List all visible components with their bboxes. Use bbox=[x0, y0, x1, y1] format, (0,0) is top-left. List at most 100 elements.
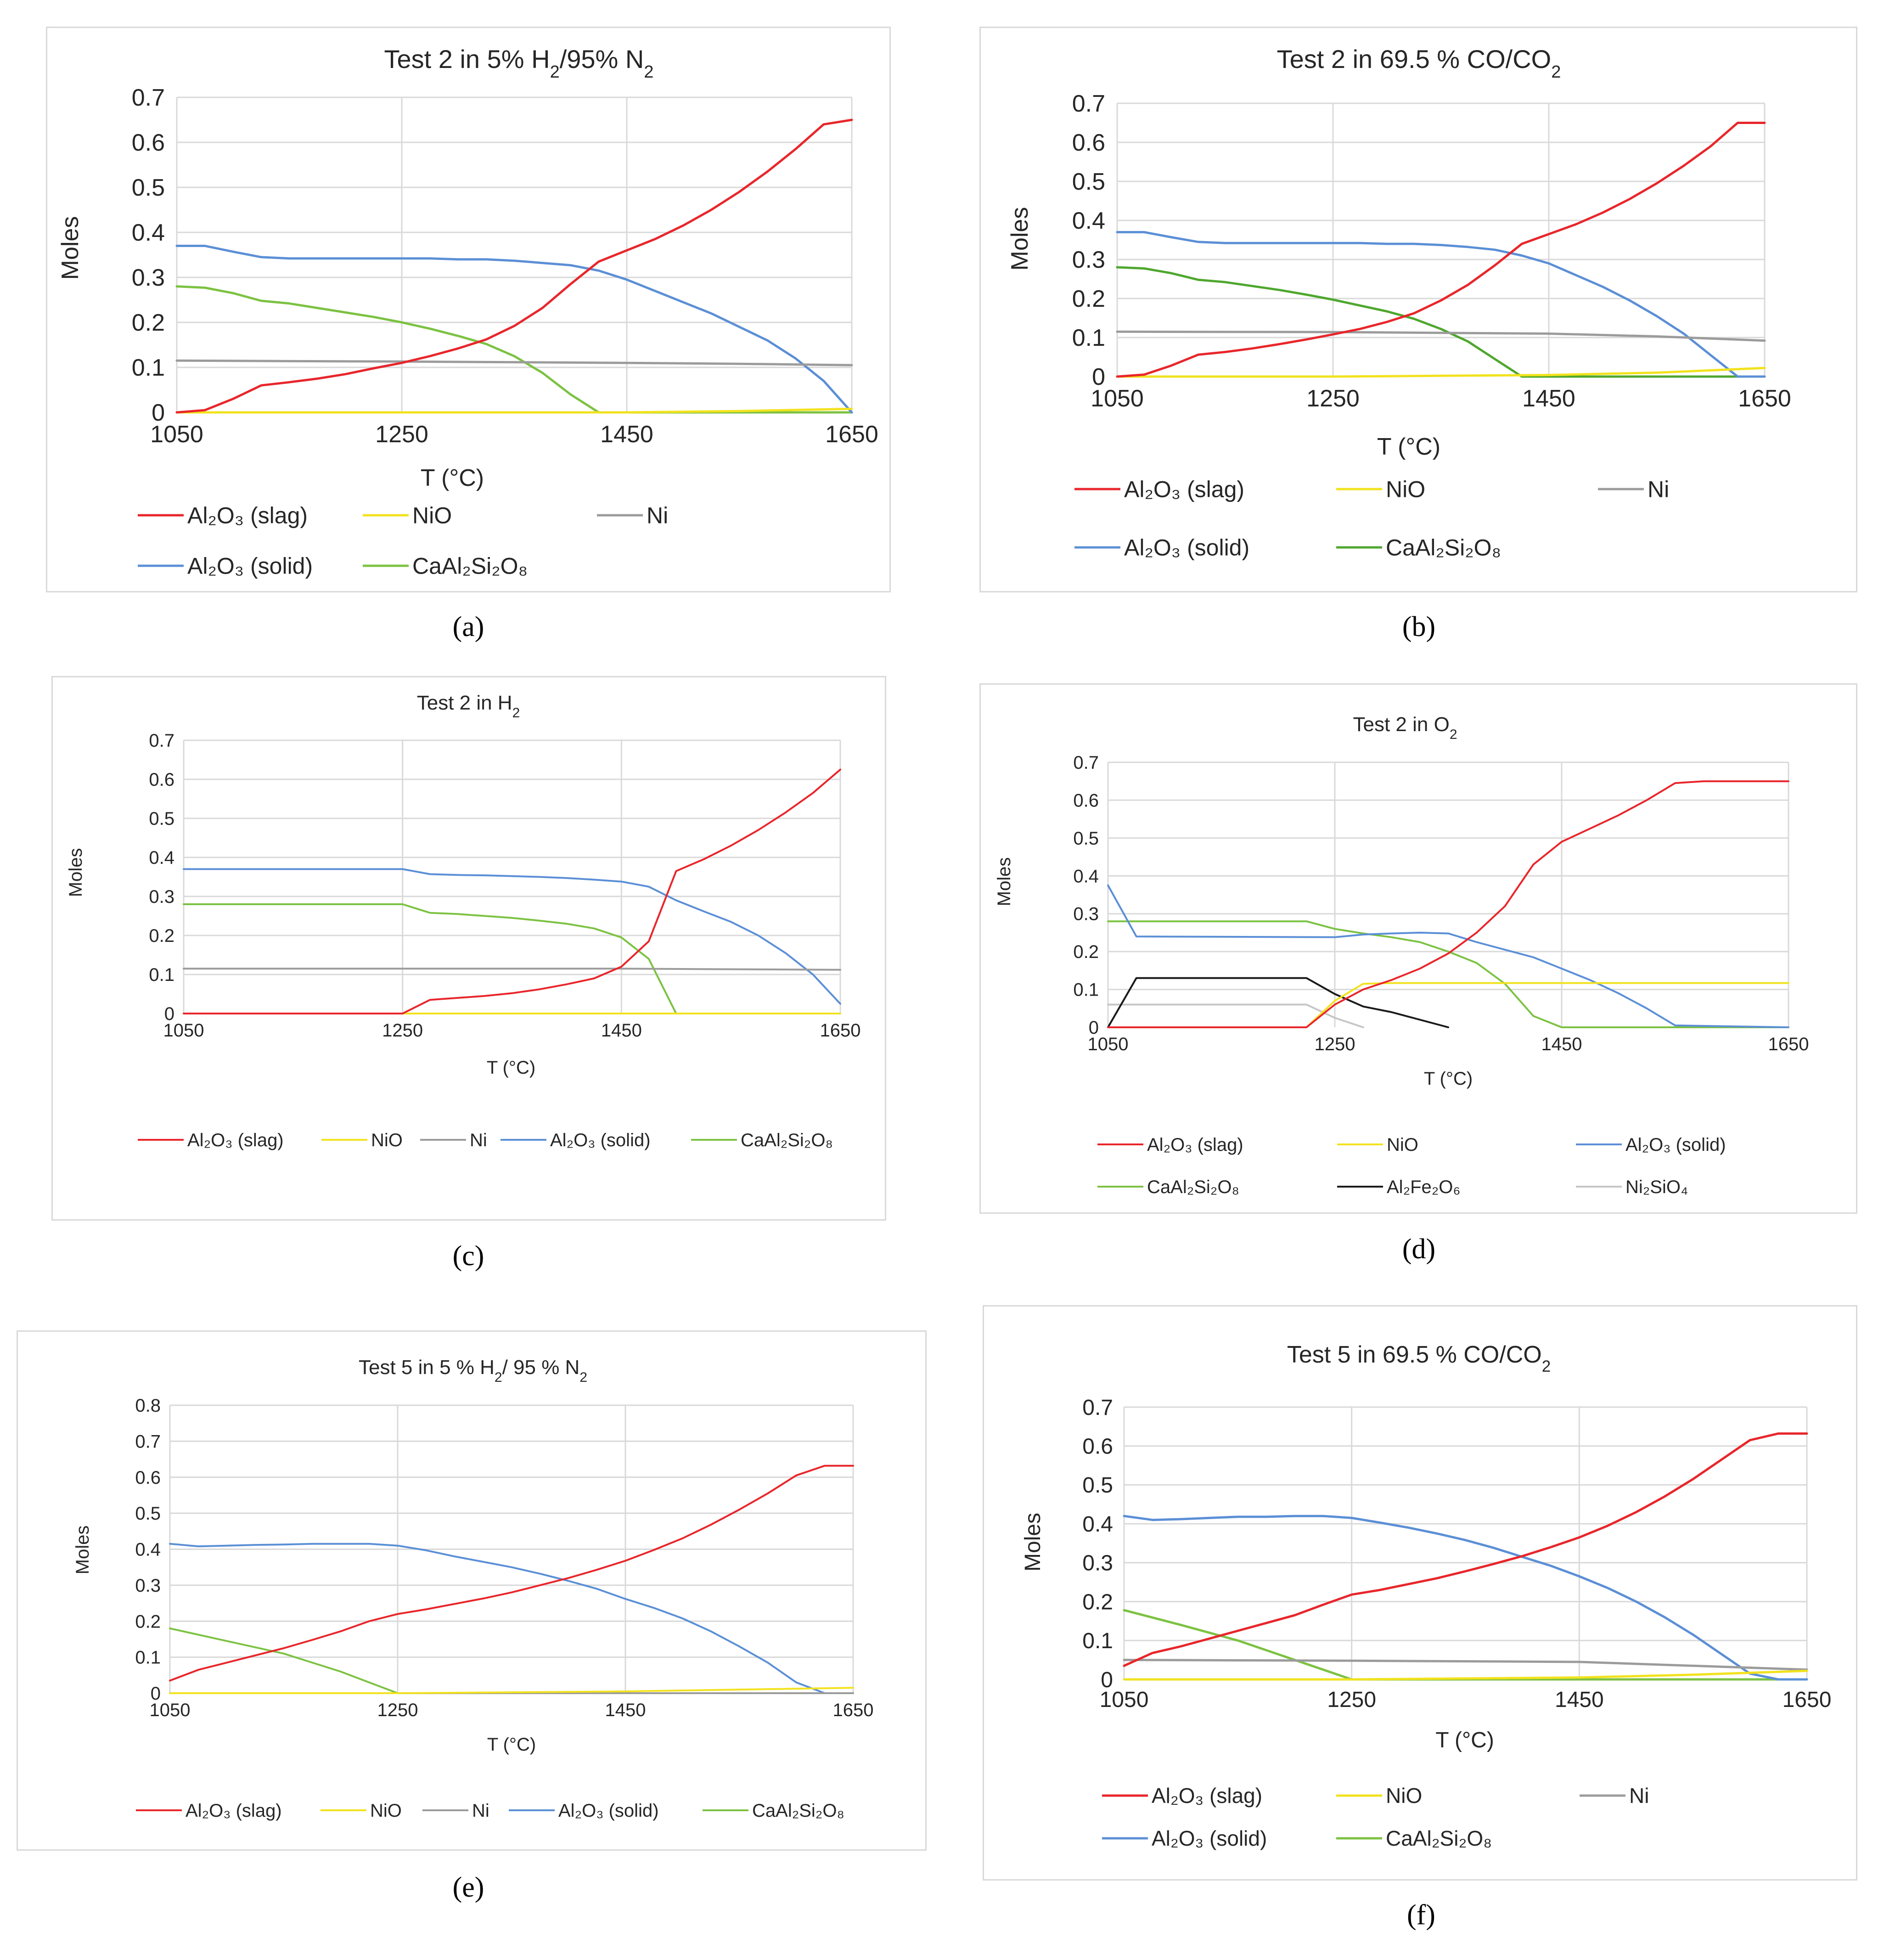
chart-frame-b bbox=[979, 27, 1857, 592]
legend-label: Al₂O₃ (slag) bbox=[186, 1801, 282, 1821]
y-tick-label: 0 bbox=[151, 1684, 161, 1704]
series-group bbox=[169, 1464, 854, 1694]
series-line-al-o-solid- bbox=[169, 1543, 854, 1694]
x-axis-label: T (°C) bbox=[487, 1735, 536, 1755]
legend-label: Ni bbox=[1629, 1784, 1649, 1808]
x-tick-label: 1050 bbox=[150, 421, 203, 448]
legend-label: Al₂O₃ (solid) bbox=[550, 1130, 651, 1150]
y-tick-label: 0.7 bbox=[1072, 90, 1105, 117]
series-line-al-o-solid- bbox=[175, 244, 853, 414]
x-tick-label: 1450 bbox=[601, 1020, 642, 1041]
series-line-al-o-slag- bbox=[169, 1464, 854, 1682]
legend-label: Al₂O₃ (solid) bbox=[558, 1801, 659, 1821]
legend-label: Ni bbox=[470, 1130, 487, 1150]
chart-title-text: / 95 % N bbox=[502, 1356, 580, 1379]
x-tick-label: 1050 bbox=[163, 1020, 204, 1041]
chart-title-text: Test 5 in 5 % H bbox=[359, 1356, 495, 1379]
legend-label: CaAl₂Si₂O₈ bbox=[752, 1801, 844, 1821]
y-tick-label: 0.5 bbox=[132, 175, 165, 201]
x-axis-label: T (°C) bbox=[1377, 434, 1440, 460]
x-tick-label: 1250 bbox=[1327, 1688, 1376, 1712]
chart-title-text: Test 2 in 5% H bbox=[384, 45, 550, 73]
series-line-caal-si-o- bbox=[183, 903, 841, 1014]
y-tick-label: 0.2 bbox=[1072, 286, 1105, 312]
x-tick-label: 1650 bbox=[825, 421, 878, 448]
legend-label: Ni bbox=[647, 503, 668, 529]
series-line-al-o-slag- bbox=[175, 118, 853, 414]
y-tick-label: 0.2 bbox=[135, 1611, 161, 1632]
y-tick-label: 0.1 bbox=[1072, 325, 1105, 351]
x-tick-label: 1650 bbox=[1768, 1034, 1809, 1054]
y-tick-label: 0.3 bbox=[1082, 1551, 1113, 1576]
chart-title-text: Test 2 in 69.5 % CO/CO bbox=[1277, 45, 1552, 73]
x-tick-label: 1250 bbox=[1315, 1034, 1355, 1054]
chart-title: Test 2 in 5% H2/95% N2 bbox=[384, 45, 654, 82]
y-tick-label: 0.6 bbox=[149, 770, 174, 790]
gridlines bbox=[183, 739, 841, 1014]
legend-label: Al₂O₃ (slag) bbox=[187, 1130, 284, 1150]
x-tick-label: 1050 bbox=[1088, 1034, 1129, 1054]
y-tick-label: 0.4 bbox=[1082, 1512, 1113, 1537]
legend-label: NiO bbox=[1386, 477, 1425, 502]
chart-frame-c bbox=[51, 676, 886, 1221]
y-tick-label: 0.1 bbox=[1082, 1629, 1113, 1653]
gridlines bbox=[176, 96, 853, 412]
legend-label: NiO bbox=[1387, 1135, 1418, 1155]
legend-label: CaAl₂Si₂O₈ bbox=[1386, 1826, 1492, 1850]
panel-label-c: (c) bbox=[452, 1240, 484, 1272]
chart-title-subscript: 2 bbox=[644, 62, 653, 82]
legend-label: CaAl₂Si₂O₈ bbox=[412, 553, 528, 579]
x-tick-label: 1050 bbox=[1091, 385, 1144, 412]
series-line-nio bbox=[1123, 1669, 1808, 1681]
panel-label-d: (d) bbox=[1402, 1233, 1436, 1265]
x-axis-label: T (°C) bbox=[421, 465, 484, 491]
y-tick-label: 0.2 bbox=[149, 926, 174, 946]
series-line-al-o-solid- bbox=[1123, 1515, 1808, 1681]
series-line-al-o-slag- bbox=[1116, 122, 1766, 378]
legend-label: NiO bbox=[371, 1130, 403, 1150]
series-line-ni bbox=[183, 968, 841, 971]
y-tick-label: 0.8 bbox=[135, 1396, 161, 1416]
series-group bbox=[1116, 122, 1766, 378]
y-tick-label: 0 bbox=[152, 400, 165, 426]
gridlines bbox=[169, 1404, 854, 1693]
y-axis-label: Moles bbox=[66, 848, 86, 897]
legend-label: Al₂O₃ (slag) bbox=[1124, 477, 1244, 502]
legend-label: Al₂O₃ (slag) bbox=[1152, 1784, 1262, 1808]
legend-label: Ni₂SiO₄ bbox=[1625, 1177, 1688, 1197]
series-line-al-o-solid- bbox=[1107, 884, 1789, 1028]
series-line-al-o-solid- bbox=[183, 868, 841, 1005]
series-line-al-fe-o- bbox=[1107, 977, 1449, 1028]
chart-title-subscript: 2 bbox=[495, 1370, 502, 1385]
series-line-ni bbox=[1123, 1659, 1808, 1671]
legend: Al₂O₃ (slag) NiO Ni Al₂O₃ (solid) CaAl₂Si₂O₈ bbox=[136, 1801, 844, 1821]
x-axis-label: T (°C) bbox=[487, 1058, 535, 1078]
legend: Al₂O₃ (slag) NiO Ni Al₂O₃ (solid) CaAl₂Si₂O₈ bbox=[138, 1130, 833, 1150]
y-tick-label: 0.5 bbox=[1082, 1473, 1113, 1498]
chart-title-text: Test 2 in O bbox=[1353, 713, 1450, 736]
legend-label: Al₂O₃ (slag) bbox=[1147, 1135, 1243, 1155]
x-tick-label: 1450 bbox=[605, 1700, 646, 1720]
legend-label: CaAl₂Si₂O₈ bbox=[1386, 535, 1501, 561]
y-tick-label: 0 bbox=[1101, 1668, 1113, 1692]
y-tick-label: 0.2 bbox=[1073, 942, 1099, 962]
chart-frame-a bbox=[46, 27, 891, 592]
series-line-al-o-slag- bbox=[1123, 1432, 1808, 1667]
series-line-caal-si-o- bbox=[1116, 266, 1766, 378]
y-tick-label: 0.7 bbox=[1082, 1396, 1113, 1420]
chart-title-subscript: 2 bbox=[1551, 62, 1561, 82]
y-tick-label: 0.6 bbox=[132, 130, 165, 156]
panel-label-b: (b) bbox=[1402, 611, 1436, 642]
legend-label: Ni bbox=[472, 1801, 489, 1821]
y-tick-label: 0.1 bbox=[132, 355, 165, 381]
y-tick-label: 0.7 bbox=[135, 1431, 161, 1452]
series-line-al-o-slag- bbox=[183, 768, 841, 1014]
legend-label: CaAl₂Si₂O₈ bbox=[1147, 1177, 1239, 1197]
y-tick-label: 0.1 bbox=[135, 1648, 161, 1668]
x-tick-label: 1650 bbox=[820, 1020, 861, 1041]
x-tick-label: 1450 bbox=[600, 421, 653, 448]
y-tick-label: 0.7 bbox=[149, 731, 174, 751]
